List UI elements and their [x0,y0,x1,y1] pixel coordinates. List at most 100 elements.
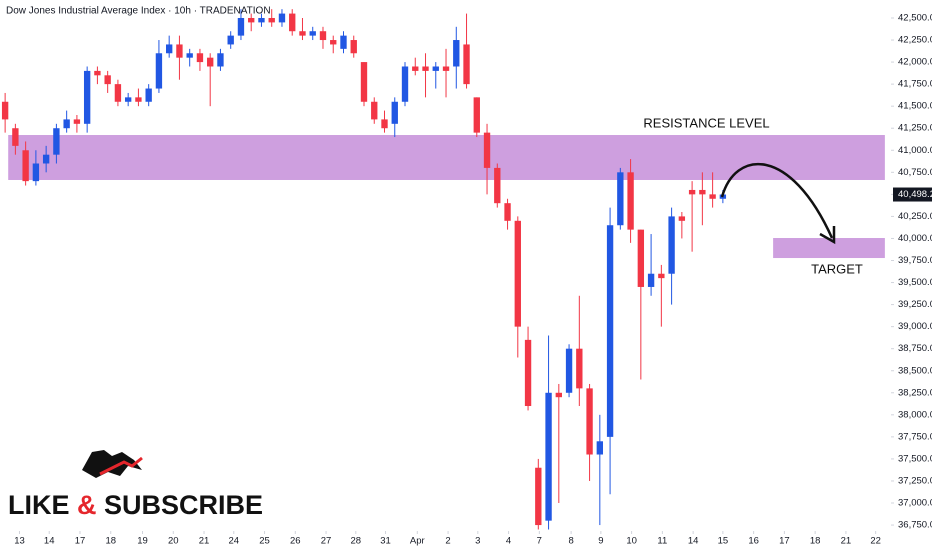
y-tick-label: 37,250.0 [898,475,932,486]
candle-body [637,229,645,287]
candle-body [678,216,686,221]
y-tick-label: 40,000.0 [898,233,932,244]
candle-body [207,57,214,67]
candle-body [186,53,193,58]
logo-icon [82,450,142,478]
candle-body [360,62,368,102]
y-tick-label: 38,000.0 [898,409,932,420]
candle-body [709,194,716,199]
x-tick-label: 17 [779,536,790,547]
candle-body [668,216,675,274]
arrow-head [819,226,836,245]
x-tick-label: 21 [841,536,852,547]
x-tick-label: 2 [445,536,450,547]
candle-body [658,273,665,279]
candle-body [319,31,327,41]
x-tick-label: 20 [168,536,179,547]
candle-body [483,132,491,168]
candle-body [237,17,245,36]
y-tick-label: 41,000.0 [898,145,932,156]
candle-body [463,44,470,85]
x-tick-label: 28 [351,536,362,547]
candle-body [422,66,429,71]
candle-body [217,53,224,67]
x-tick-label: 24 [228,536,239,547]
x-tick-label: 11 [657,536,667,547]
x-tick-label: 13 [14,536,25,547]
x-tick-label: 18 [105,536,116,547]
candle-body [627,172,634,230]
y-tick-label: 36,750.0 [898,520,932,531]
candle-body [63,119,70,129]
y-tick-label: 40,750.0 [898,167,932,178]
candle-body [289,13,296,32]
x-tick-label: 15 [718,536,729,547]
candles [1,9,727,530]
candle-body [114,84,122,102]
candle-body [124,97,132,102]
candle-body [1,101,9,120]
zone-label: TARGET [811,261,863,276]
candle-body [606,225,614,437]
x-tick-label: 22 [870,536,881,547]
y-tick-label: 37,750.0 [898,431,932,442]
zone [773,238,885,259]
candle-body [565,348,573,393]
zone [8,135,885,180]
x-tick-label: 26 [290,536,301,547]
candle-body [104,75,111,85]
y-tick-label: 39,750.0 [898,255,932,266]
candle-body [32,163,40,182]
logo-subscribe: SUBSCRIBE [104,490,263,520]
logo-amp: & [77,490,97,520]
x-tick-label: 31 [380,536,391,547]
candle-body [135,97,142,102]
y-tick-label: 39,500.0 [898,277,932,288]
candle-body [391,101,398,124]
candle-body [248,17,255,23]
candle-body [576,348,583,389]
y-tick-label: 40,250.0 [898,211,932,222]
candle-body [473,97,480,133]
x-tick-label: 8 [568,536,573,547]
candle-body [299,31,306,36]
axes: 36,750.0 37,000.0 37,250.0 37,500.0 37,750.0… [14,13,932,547]
candle-body [258,17,265,23]
candle-body [350,40,357,54]
x-tick-label: 3 [475,536,480,547]
x-tick-label: Apr [410,536,425,547]
candle-body [94,70,101,76]
candle-body [12,128,19,146]
candle-body [617,172,624,226]
last-price-badge [893,187,932,202]
x-tick-label: 16 [748,536,759,547]
arrow [720,163,834,239]
candle-body [53,128,60,155]
logo: LIKE & SUBSCRIBE [8,450,263,520]
candle-body [401,66,409,102]
y-tick-label: 37,500.0 [898,453,932,464]
zone-label: RESISTANCE LEVEL [643,115,769,130]
logo-like: LIKE [8,490,70,520]
candle-body [330,40,337,45]
chart-title: Dow Jones Industrial Average Index · 10h… [6,6,271,17]
candle-body [545,392,552,521]
candle-body [268,17,275,23]
y-tick-label: 38,750.0 [898,343,932,354]
candle-body [699,189,706,195]
candle-body [145,88,152,102]
candle-body [227,35,234,45]
candle-body [432,66,439,71]
x-tick-label: 27 [321,536,332,547]
candle-body [196,53,204,63]
candle-body [155,53,163,89]
candle-body [412,66,419,71]
candle-body [83,70,91,124]
x-tick-label: 21 [199,536,210,547]
y-tick-label: 41,750.0 [898,79,932,90]
x-tick-label: 4 [506,536,511,547]
logo-icon-line [99,456,143,476]
y-tick-label: 41,250.0 [898,123,932,134]
candle-body [340,35,347,49]
